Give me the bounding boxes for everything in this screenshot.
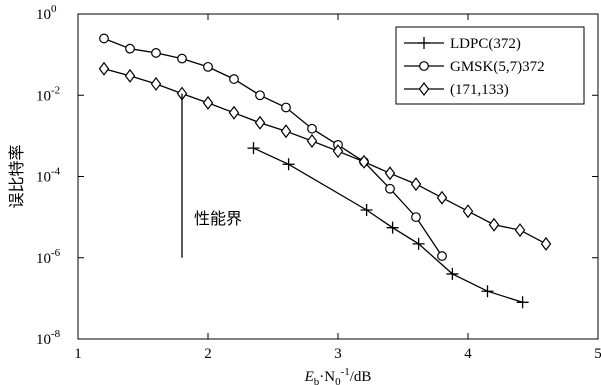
point-2-0: [98, 61, 110, 76]
point-1-3: [177, 53, 187, 64]
axes: 1 2 3 4 5 100 10-2 10-4 10-6 10-8 Eb·N0-1/dB 误比特率: [7, 3, 601, 385]
series-layer: [98, 33, 552, 309]
legend-label-0: LDPC(372): [450, 36, 521, 52]
point-2-10: [358, 154, 370, 169]
series-diamond: [98, 61, 552, 251]
series-line-0: [253, 147, 523, 303]
x-axis-label: Eb·N0-1/dB: [304, 366, 372, 385]
bound-label: 性能界: [194, 209, 242, 228]
point-0-0: [247, 142, 260, 155]
annotation-layer: 性能界: [181, 93, 242, 258]
y-tick-label-1: 10-2: [36, 84, 60, 104]
x-tick-label-3: 4: [464, 346, 472, 362]
point-2-9: [332, 144, 344, 159]
point-2-4: [202, 95, 214, 110]
point-1-8: [307, 123, 317, 134]
point-0-3: [386, 221, 399, 234]
point-2-12: [410, 177, 422, 192]
x-tick-label-1: 2: [204, 346, 212, 362]
point-1-0: [99, 33, 109, 44]
legend-label-1: GMSK(5,7)372: [450, 59, 545, 75]
point-1-6: [255, 90, 265, 101]
point-1-1: [125, 43, 135, 54]
legend-marker-1: [419, 61, 429, 71]
point-1-13: [437, 251, 447, 261]
legend-marker-2: [418, 82, 430, 96]
point-0-1: [282, 158, 295, 171]
y-tick-label-2: 10-4: [36, 166, 61, 186]
point-2-5: [228, 105, 240, 120]
point-1-5: [229, 74, 239, 84]
legend-label-2: (171,133): [450, 82, 509, 98]
point-2-14: [462, 204, 474, 219]
point-2-13: [436, 190, 448, 205]
series-circle: [99, 33, 447, 261]
point-1-12: [411, 212, 421, 223]
y-axis-label: 误比特率: [7, 144, 26, 208]
point-2-15: [488, 217, 500, 232]
y-tick-label-0: 100: [36, 3, 57, 23]
point-1-4: [203, 61, 213, 72]
point-2-2: [150, 76, 162, 91]
point-0-4: [412, 237, 425, 250]
point-1-2: [151, 48, 161, 58]
point-1-7: [281, 102, 291, 113]
y-tick-label-4: 10-8: [36, 328, 61, 348]
point-2-11: [384, 166, 396, 181]
point-2-8: [306, 133, 318, 148]
point-0-2: [360, 203, 373, 216]
series-line-1: [103, 37, 443, 257]
point-0-7: [516, 296, 529, 309]
legend: LDPC(372) GMSK(5,7)372 (171,133): [395, 26, 585, 105]
legend-marker-0: [418, 37, 430, 49]
y-tick-label-3: 10-6: [36, 247, 61, 267]
point-2-16: [514, 223, 526, 238]
series-line-2: [103, 68, 547, 245]
point-0-6: [481, 285, 494, 298]
x-tick-label-2: 3: [334, 346, 342, 362]
point-2-7: [280, 124, 292, 139]
point-2-1: [124, 68, 136, 83]
point-2-17: [540, 236, 552, 251]
point-1-11: [385, 183, 395, 194]
x-tick-label-4: 5: [594, 346, 601, 362]
point-2-6: [254, 115, 266, 130]
point-0-5: [446, 267, 459, 280]
x-tick-label-0: 1: [74, 346, 82, 362]
series-plus: [247, 142, 529, 309]
